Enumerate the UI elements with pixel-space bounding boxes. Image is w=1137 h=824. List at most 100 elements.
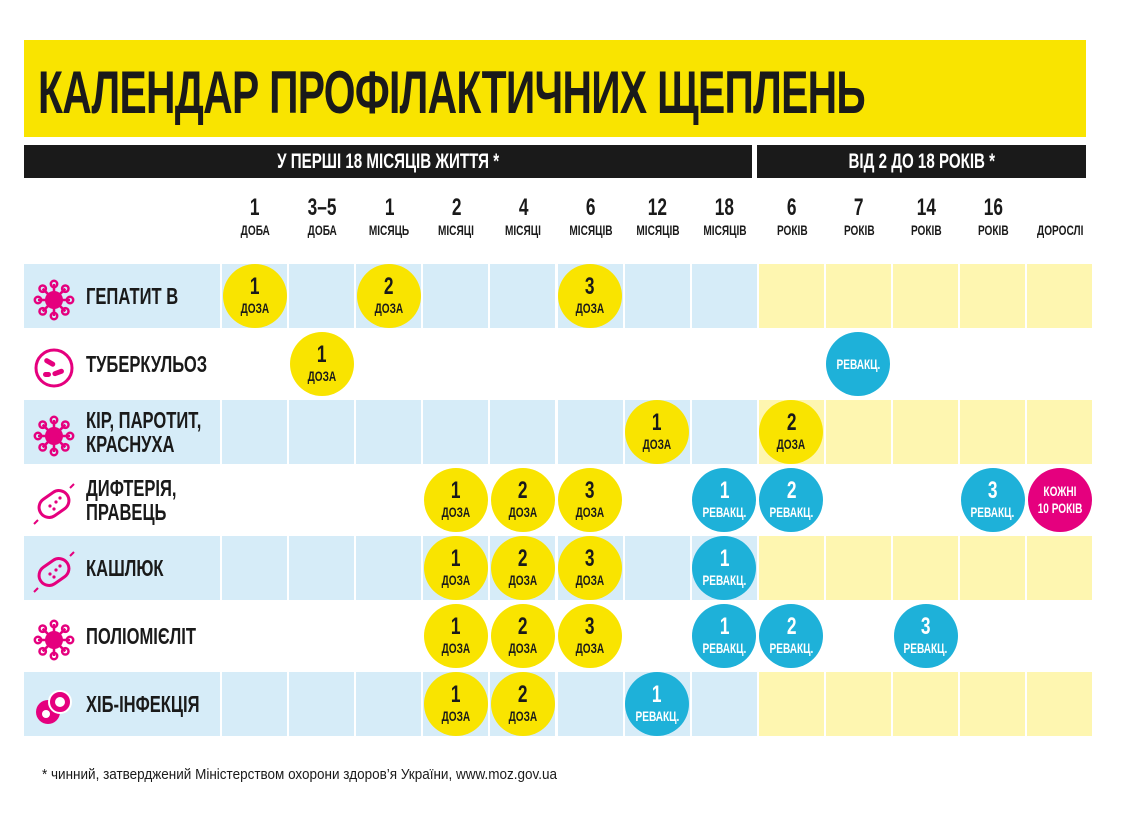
disease-label: ХІБ-ІНФЕКЦІЯ	[24, 672, 220, 736]
column-unit: МІСЯЦІВ	[568, 222, 613, 238]
schedule-cell	[758, 264, 824, 328]
table-row: ГЕПАТИТ В 1 ДОЗА 2 ДОЗА 3 ДОЗА	[24, 264, 1093, 328]
schedule-cell	[1027, 536, 1093, 600]
schedule-cell	[356, 468, 421, 532]
dose-label: РЕВАКЦ.	[635, 708, 680, 724]
schedule-cell	[691, 264, 757, 328]
band-first-18-months: У ПЕРШІ 18 МІСЯЦІВ ЖИТТЯ *	[24, 145, 752, 178]
table-row: ХІБ-ІНФЕКЦІЯ 1 ДОЗА 2 ДОЗА 1 РЕВАКЦ.	[24, 672, 1093, 736]
schedule-cell	[960, 536, 1026, 600]
dose-label: РЕВАКЦ.	[702, 572, 747, 588]
schedule-cell	[423, 332, 488, 396]
dose-label: ДОЗА	[441, 572, 471, 588]
schedule-cell	[826, 468, 891, 532]
schedule-cell	[423, 264, 489, 328]
dose-number: 2	[518, 545, 528, 572]
schedule-cell	[557, 672, 623, 736]
column-header: 4 МІСЯЦІ	[490, 195, 556, 239]
dose-label: ДОЗА	[508, 708, 538, 724]
bacteria-icon	[34, 348, 74, 388]
schedule-cell	[624, 536, 690, 600]
schedule-cell	[222, 672, 287, 736]
schedule-cell	[960, 264, 1026, 328]
column-header: 16 РОКІВ	[960, 195, 1026, 239]
column-value: 1	[384, 194, 394, 221]
schedule-cell	[557, 400, 623, 464]
column-unit: МІСЯЦІ	[505, 222, 542, 238]
column-header: 7 РОКІВ	[826, 195, 892, 239]
title-bar: КАЛЕНДАР ПРОФІЛАКТИЧНИХ ЩЕПЛЕНЬ	[24, 40, 1086, 137]
column-value: 14	[916, 194, 936, 221]
dose-number: 2	[518, 477, 528, 504]
dose-label: РЕВАКЦ.	[836, 356, 881, 372]
dose-number: 2	[518, 681, 528, 708]
dose-label: ДОЗА	[575, 572, 605, 588]
schedule-cell	[826, 604, 891, 668]
schedule-cell	[691, 400, 757, 464]
schedule-cell	[356, 400, 422, 464]
schedule-cell	[356, 604, 421, 668]
dose-badge: 1 ДОЗА	[423, 672, 488, 736]
disease-name: КІР, ПАРОТИТ, КРАСНУХА	[86, 407, 202, 457]
dose-number: 3	[585, 613, 595, 640]
schedule-cell	[1027, 604, 1092, 668]
disease-label: КІР, ПАРОТИТ, КРАСНУХА	[24, 400, 220, 464]
dose-label: РЕВАКЦ.	[970, 504, 1015, 520]
schedule-cell	[825, 536, 891, 600]
column-unit: РОКІВ	[776, 222, 808, 238]
schedule-cell	[960, 604, 1025, 668]
column-header: 1 МІСЯЦЬ	[356, 195, 422, 239]
table-row: ДИФТЕРІЯ, ПРАВЕЦЬ 1 ДОЗА 2 ДОЗА 3 ДОЗА 1 РЕВАКЦ.…	[24, 468, 1092, 532]
dose-label: РЕВАКЦ.	[769, 504, 814, 520]
column-value: 16	[983, 194, 1003, 221]
dose-label: ДОЗА	[642, 436, 672, 452]
column-value: 6	[786, 194, 797, 221]
schedule-cell	[625, 468, 690, 532]
schedule-cell	[490, 264, 556, 328]
dose-number: 1	[719, 613, 729, 640]
dose-badge: 1 РЕВАКЦ.	[692, 468, 757, 532]
page-title: КАЛЕНДАР ПРОФІЛАКТИЧНИХ ЩЕПЛЕНЬ	[38, 59, 866, 126]
dose-badge: 1 РЕВАКЦ.	[692, 604, 757, 668]
dose-badge: 1 РЕВАКЦ.	[692, 536, 757, 600]
dose-number: 1	[652, 409, 662, 436]
schedule-cell	[222, 468, 287, 532]
column-header: ДОРОСЛІ	[1027, 195, 1093, 239]
schedule-cell	[758, 536, 824, 600]
dose-label: ДОЗА	[441, 640, 471, 656]
cell-icon	[36, 690, 72, 724]
dose-badge: 1 ДОЗА	[289, 332, 354, 396]
dose-badge: 3 ДОЗА	[558, 264, 622, 328]
dose-badge: 2 ДОЗА	[356, 264, 421, 328]
footnote: * чинний, затверджений Міністерством охо…	[42, 766, 558, 783]
dose-number: 3	[987, 477, 998, 504]
column-unit: ДОРОСЛІ	[1036, 222, 1084, 238]
schedule-cell	[356, 332, 421, 396]
schedule-cell	[222, 400, 287, 464]
schedule-cell	[558, 332, 623, 396]
schedule-cell	[222, 536, 287, 600]
dose-label: ДОЗА	[575, 504, 605, 520]
column-header: 18 МІСЯЦІВ	[692, 195, 758, 239]
dose-badge: 2 ДОЗА	[490, 536, 555, 600]
bacillus-icon	[33, 483, 75, 525]
dose-label: ДОЗА	[508, 504, 538, 520]
schedule-cell	[222, 604, 287, 668]
schedule-cell	[893, 468, 958, 532]
dose-number: 3	[585, 477, 595, 504]
dose-badge: 2 ДОЗА	[759, 400, 824, 464]
dose-number: 1	[719, 477, 729, 504]
column-value: 6	[585, 194, 596, 221]
column-unit: МІСЯЦЬ	[369, 222, 410, 238]
dose-number: 1	[249, 273, 260, 300]
schedule-cell	[893, 264, 958, 328]
dose-number: 2	[518, 613, 528, 640]
schedule-cell	[825, 672, 891, 736]
schedule-cell	[893, 672, 958, 736]
dose-number: 2	[786, 613, 797, 640]
dose-label: ДОЗА	[307, 368, 336, 384]
schedule-cell	[289, 672, 355, 736]
dose-badge: 3 ДОЗА	[558, 468, 622, 532]
band-2-to-18-years: ВІД 2 ДО 18 РОКІВ *	[757, 145, 1086, 178]
column-unit: РОКІВ	[843, 222, 875, 238]
